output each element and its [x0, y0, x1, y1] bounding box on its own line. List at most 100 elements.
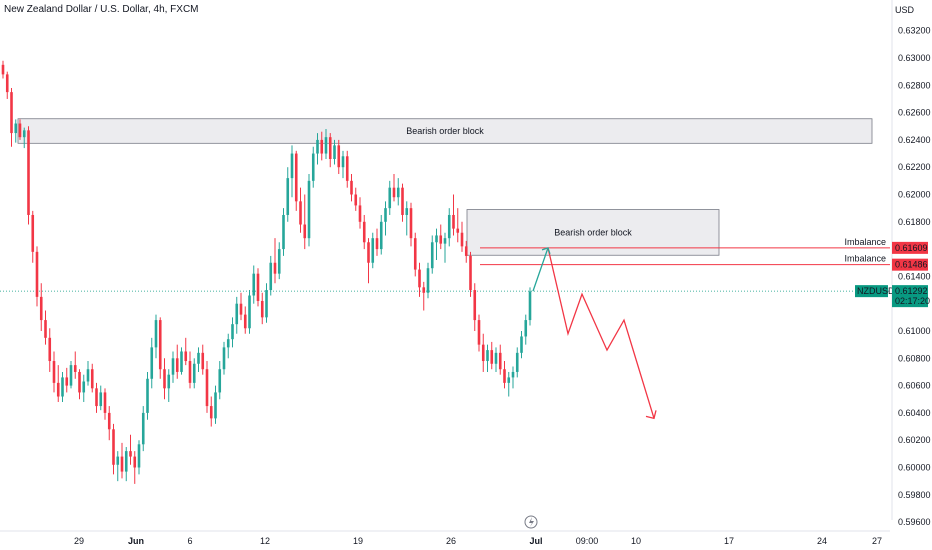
candle-body [515, 352, 519, 372]
candlestick-series [1, 60, 532, 484]
candle [133, 451, 137, 484]
price-tick-label: 0.59600 [898, 517, 931, 527]
countdown-text: 02:17:20 [895, 296, 930, 306]
candle [379, 214, 383, 255]
candle-body [435, 235, 438, 243]
candle [413, 232, 417, 277]
candle [418, 262, 421, 297]
imbalance-price-badge [892, 241, 928, 254]
candle-body [396, 187, 400, 198]
candle [443, 232, 447, 263]
current-price-text: 0.61292 [895, 286, 928, 296]
candle [384, 201, 387, 236]
candle [265, 283, 268, 323]
candle-body [133, 456, 137, 468]
time-tick-label: 27 [872, 536, 882, 546]
time-tick-label: 09:00 [576, 536, 599, 546]
candle-body [413, 238, 417, 270]
candle-body [401, 187, 404, 215]
candle [175, 344, 179, 379]
candle-body [528, 291, 532, 321]
candle [226, 333, 230, 359]
candle [154, 314, 158, 359]
candle-body [439, 235, 443, 244]
candle-body [490, 350, 494, 364]
candle-body [494, 352, 498, 364]
candle-body [520, 336, 523, 353]
candle [222, 341, 226, 375]
candle [401, 183, 404, 222]
candle [252, 265, 256, 304]
candle-body [282, 214, 285, 250]
candle [78, 369, 81, 400]
candle-body [112, 429, 115, 465]
order-block-label: Bearish order block [406, 126, 484, 136]
candle-body [405, 208, 409, 215]
candle-body [350, 180, 353, 195]
candle [515, 347, 519, 378]
candle [469, 251, 472, 297]
candle [290, 145, 294, 198]
price-tick-label: 0.62200 [898, 162, 931, 172]
candle [447, 208, 451, 247]
projection-down-legs [547, 247, 655, 419]
candle [22, 127, 26, 149]
candle-body [39, 296, 43, 321]
candle-body [418, 269, 421, 288]
candle [358, 197, 362, 229]
candle [350, 174, 353, 202]
candle [392, 174, 396, 202]
candle [277, 242, 281, 280]
candle [481, 333, 485, 372]
candle-body [337, 145, 341, 168]
candle [116, 451, 120, 482]
candle [99, 385, 103, 411]
price-tick-label: 0.63200 [898, 26, 931, 36]
candle-body [48, 337, 52, 362]
time-tick-label: Jun [128, 536, 144, 546]
candle [503, 361, 506, 389]
imbalance-price-text: 0.61486 [895, 260, 928, 270]
candle [158, 317, 162, 379]
candle [141, 406, 145, 452]
candle [354, 187, 358, 211]
candle-body [473, 290, 477, 321]
candle-body [158, 320, 162, 370]
candle-body [120, 456, 124, 472]
time-tick-label: 19 [353, 536, 363, 546]
candle-body [1, 64, 5, 75]
candle-body [107, 412, 111, 430]
candle-body [27, 130, 30, 215]
candle-body [10, 92, 13, 134]
price-tick-label: 0.61400 [898, 271, 931, 281]
candle [235, 296, 239, 334]
candle-body [171, 358, 175, 375]
candle [375, 228, 379, 256]
candle [48, 328, 52, 372]
candle [528, 287, 532, 326]
candle [124, 447, 128, 482]
order-block-rect [17, 118, 873, 144]
candle-body [137, 444, 141, 468]
time-tick-label: Jul [529, 536, 542, 546]
projection-arrow-head [645, 410, 657, 420]
candle [1, 60, 5, 79]
imbalance-price-badge [892, 258, 928, 271]
price-tick-label: 0.63000 [898, 53, 931, 63]
candle [282, 208, 285, 256]
candle [294, 150, 298, 211]
candle-body [184, 351, 188, 362]
candle-body [201, 352, 205, 370]
candle [430, 235, 434, 274]
candle-body [392, 187, 396, 198]
candle [239, 292, 243, 321]
candle-body [214, 392, 217, 419]
candle-body [426, 268, 430, 293]
candle [435, 228, 438, 261]
candle [320, 131, 324, 161]
candle-body [269, 262, 273, 291]
candle [5, 71, 9, 99]
candle [27, 126, 30, 225]
